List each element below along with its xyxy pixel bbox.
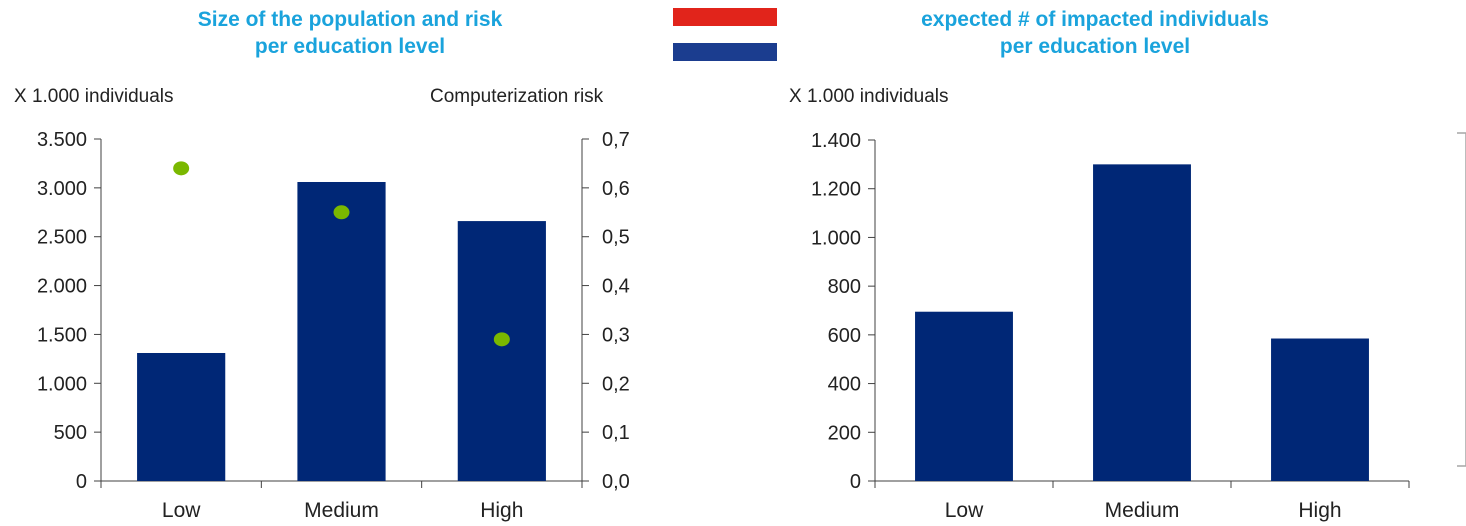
netherlands-flag-icon [673,8,777,61]
chart2-x-category-label: Medium [1105,499,1180,522]
chart2-y-tick-label: 1.000 [811,227,861,249]
chart2-bar-high [1271,338,1369,481]
flag-red-stripe [673,8,777,26]
chart2-x-category-label: Low [945,499,984,522]
flag-white-stripe [673,25,777,44]
chart1-y-tick-label: 3.500 [37,129,87,151]
chart1-y-tick-label: 1.000 [37,373,87,395]
chart1-bar-medium [297,181,386,481]
chart1-y2-tick-label: 0,4 [602,276,630,298]
chart2-y-tick-label: 400 [828,374,861,396]
chart1-title-line1: Size of the population and risk [197,8,503,31]
side-bracket-decoration [1457,132,1466,467]
chart1-bar-high [457,221,546,481]
chart1-y2-tick-label: 0,0 [602,471,630,493]
chart2-title: expected # of impacted individuals per e… [890,6,1300,60]
chart1-y2-tick-label: 0,1 [602,422,630,444]
chart1-y2-tick-label: 0,3 [602,324,630,346]
chart1-y2-tick-label: 0,2 [602,373,630,395]
chart1-y-tick-label: 2.000 [37,276,87,298]
chart1-title-line2: per education level [254,35,446,58]
chart2-bar-low [915,311,1013,481]
chart2-y-tick-label: 800 [828,276,861,298]
chart1-y-tick-label: 3.000 [37,178,87,200]
chart2-y-tick-label: 1.400 [811,130,861,152]
chart2-x-category-label: High [1298,499,1341,522]
chart1-risk-point-low [173,161,190,176]
chart2-y-tick-label: 1.200 [811,179,861,201]
chart2-y-axis-label: X 1.000 individuals [789,86,949,107]
chart1-y-tick-label: 500 [54,422,87,444]
chart1-x-category-label: Low [162,499,201,522]
chart1-x-category-label: High [480,499,523,522]
chart1-x-category-label: Medium [304,499,379,522]
chart1-title: Size of the population and risk per educ… [130,6,570,60]
chart1-y-axis-label: X 1.000 individuals [14,86,174,107]
chart1-bar-low [137,352,226,481]
chart1-risk-point-high [493,332,510,347]
chart1-y2-tick-label: 0,5 [602,227,630,249]
chart1-y2-tick-label: 0,6 [602,178,630,200]
chart1-y-tick-label: 2.500 [37,227,87,249]
chart1-y-tick-label: 1.500 [37,324,87,346]
chart2-title-line2: per education level [999,35,1191,58]
chart1-y-tick-label: 0 [76,471,87,493]
chart2-y-tick-label: 200 [828,422,861,444]
chart2-bar-medium [1093,164,1191,481]
chart1-y2-axis-label: Computerization risk [430,86,604,107]
flag-blue-stripe [673,43,777,61]
chart2-y-tick-label: 0 [850,471,861,493]
chart2-y-tick-label: 600 [828,325,861,347]
chart1-y2-tick-label: 0,7 [602,129,630,151]
chart2-title-line1: expected # of impacted individuals [921,8,1269,31]
chart1-risk-point-medium [333,205,350,220]
